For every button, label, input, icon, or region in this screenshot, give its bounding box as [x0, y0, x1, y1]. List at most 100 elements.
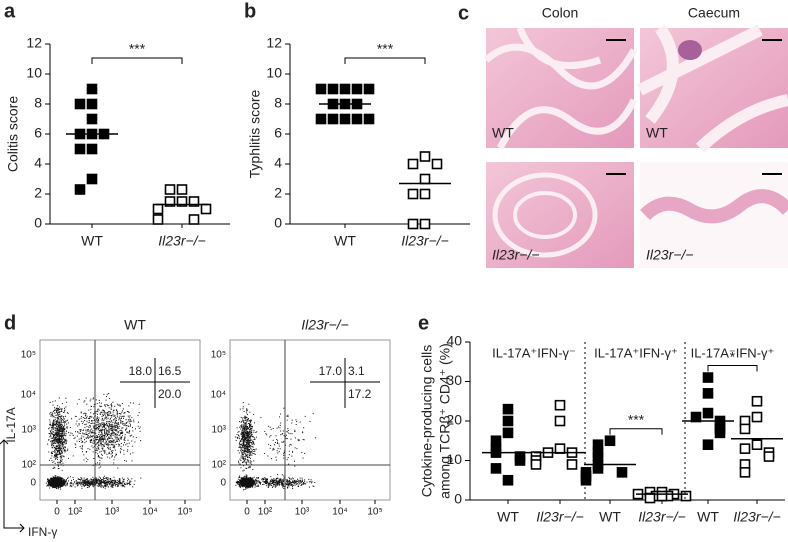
dot — [245, 423, 247, 425]
significance-bracket — [344, 57, 426, 64]
dot — [243, 453, 245, 455]
dot — [110, 433, 112, 434]
dot — [111, 483, 113, 485]
dot — [251, 450, 253, 452]
dot — [98, 457, 100, 459]
dot — [239, 408, 241, 410]
dot — [124, 434, 126, 436]
dot — [104, 405, 106, 407]
dot — [115, 430, 117, 432]
dot — [253, 442, 255, 444]
dot — [242, 482, 244, 484]
dot — [88, 486, 90, 488]
dot — [59, 481, 61, 483]
dot — [55, 453, 57, 455]
dot — [248, 450, 250, 452]
dot — [92, 442, 94, 444]
image-label: Il23r−/− — [646, 247, 693, 263]
dot — [244, 428, 246, 430]
dot — [64, 439, 66, 440]
dot — [248, 445, 250, 447]
dot — [52, 415, 54, 416]
dot — [90, 430, 92, 432]
dot — [241, 453, 243, 455]
dot — [132, 436, 134, 438]
dot — [54, 454, 56, 456]
dot — [116, 439, 118, 441]
dot — [75, 416, 77, 417]
dot — [111, 455, 113, 457]
dot — [98, 448, 100, 450]
dot — [90, 441, 92, 443]
dot — [140, 440, 142, 442]
dot — [85, 413, 87, 415]
dot — [246, 441, 248, 443]
dot — [80, 447, 82, 449]
dot — [60, 482, 62, 484]
dot — [248, 435, 250, 436]
dot — [244, 488, 246, 490]
dot — [97, 479, 99, 481]
dot — [53, 483, 55, 485]
dot — [89, 485, 91, 487]
dot — [54, 487, 56, 489]
dot — [61, 485, 63, 487]
dot — [71, 418, 72, 420]
dot — [302, 431, 303, 433]
dot — [244, 481, 246, 483]
dot — [119, 418, 121, 420]
dot — [90, 405, 92, 407]
dot — [247, 427, 249, 429]
dot — [81, 435, 83, 437]
dot — [295, 483, 297, 485]
dot — [279, 427, 281, 429]
dot — [99, 437, 101, 439]
dot — [117, 431, 119, 433]
dot — [113, 419, 115, 421]
dot — [268, 485, 270, 487]
y-tick-label: 4 — [34, 155, 42, 171]
dot — [51, 485, 53, 487]
dot — [238, 436, 240, 438]
dot — [67, 476, 69, 478]
dot — [100, 424, 101, 426]
dot — [243, 469, 245, 471]
dot — [115, 443, 117, 445]
dot — [237, 437, 239, 439]
dot — [283, 450, 285, 452]
dot — [55, 439, 57, 441]
dot — [241, 482, 243, 484]
dot — [66, 484, 68, 486]
dot — [252, 441, 254, 443]
dot — [113, 476, 115, 478]
dot — [101, 457, 103, 459]
dot — [107, 445, 109, 447]
dot — [61, 460, 63, 462]
dot — [250, 481, 252, 483]
dot — [54, 449, 55, 451]
dot — [101, 434, 103, 436]
dot — [242, 447, 244, 449]
dot — [72, 477, 74, 478]
dot — [60, 458, 62, 460]
dot — [66, 479, 67, 481]
dot — [49, 402, 51, 403]
dot — [239, 441, 241, 443]
dot — [86, 403, 88, 405]
dot — [102, 414, 104, 416]
dot — [106, 412, 108, 414]
data-point — [86, 143, 98, 155]
dot — [81, 420, 83, 422]
dot — [241, 477, 243, 479]
data-point — [616, 467, 628, 478]
dot — [63, 438, 65, 440]
dot — [56, 477, 58, 479]
dot — [96, 480, 97, 482]
dot — [242, 479, 244, 481]
dot — [49, 484, 51, 486]
dot — [117, 432, 119, 434]
dot — [101, 419, 103, 421]
dot — [106, 434, 108, 436]
dot — [97, 441, 99, 443]
dot — [248, 478, 250, 480]
